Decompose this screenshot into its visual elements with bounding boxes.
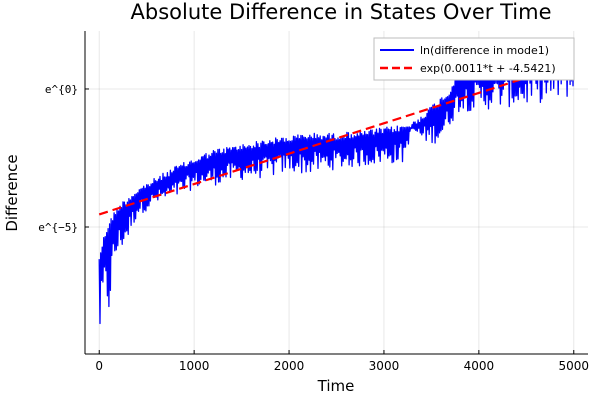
legend-label-series-1: ln(difference in mode1): [420, 44, 549, 57]
legend-box: [373, 37, 575, 81]
chart-title: Absolute Difference in States Over Time: [131, 0, 552, 24]
legend-label-series-2: exp(0.0011*t + -4.5421): [420, 62, 556, 75]
y-tick-label: e^{−5}: [38, 221, 78, 234]
x-tick-label: 2000: [274, 359, 305, 373]
axes: 0 1000 2000 3000 4000 5000 e^{0} e^{−5}: [38, 31, 589, 373]
x-tick-label: 1000: [179, 359, 210, 373]
grid: [85, 31, 588, 354]
x-tick-label: 4000: [464, 359, 495, 373]
x-tick-label: 5000: [558, 359, 589, 373]
x-tick-label: 0: [95, 359, 103, 373]
y-tick-label: e^{0}: [45, 83, 78, 96]
x-tick-label: 3000: [369, 359, 400, 373]
y-axis-label: Difference: [3, 154, 21, 231]
plot-area: [98, 40, 575, 325]
series-line-2: [98, 61, 575, 216]
x-axis-label: Time: [317, 377, 355, 395]
legend: ln(difference in mode1) exp(0.0011*t + -…: [373, 37, 575, 81]
series-line-1: [98, 40, 575, 325]
